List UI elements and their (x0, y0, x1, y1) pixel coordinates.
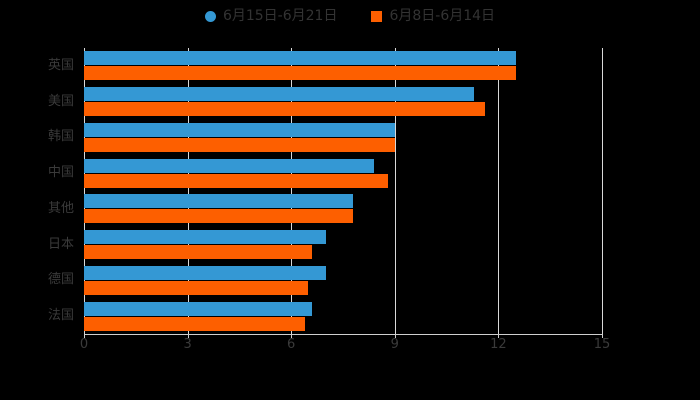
x-axis-tickmark (498, 334, 500, 338)
bar-group (84, 301, 602, 331)
y-axis-tick-label: 日本 (47, 236, 74, 252)
x-axis-line (84, 334, 603, 335)
y-axis-tick-label: 中国 (47, 165, 74, 181)
x-axis-tick-label: 12 (490, 337, 507, 352)
legend-label-series-0: 6月15日-6月21日 (222, 8, 338, 24)
gridline-x-15 (602, 48, 603, 334)
y-axis-tick-label: 法国 (47, 308, 74, 324)
y-axis-tick-label: 德国 (47, 272, 74, 288)
bar[interactable] (84, 194, 354, 209)
bar[interactable] (84, 280, 309, 295)
gridline-x-6 (291, 48, 293, 334)
plot-area (84, 48, 603, 334)
bar[interactable] (84, 158, 375, 173)
bar-group (84, 230, 602, 260)
bar[interactable] (84, 66, 516, 81)
gridline-x-12 (498, 48, 500, 334)
x-axis-tick-label: 6 (287, 337, 296, 352)
bar[interactable] (84, 122, 395, 137)
bar-group (84, 122, 602, 152)
y-axis-tick-label: 其他 (47, 200, 74, 216)
x-axis-tickmark (84, 334, 85, 338)
bar-group (84, 87, 602, 117)
x-axis-tick-label: 9 (390, 337, 399, 352)
bar[interactable] (84, 87, 475, 102)
bar[interactable] (84, 51, 516, 66)
bar[interactable] (84, 173, 388, 188)
legend-marker-square-icon (371, 10, 383, 22)
x-axis-tickmark (602, 334, 603, 338)
gridline-x-9 (394, 48, 396, 334)
bar-group (84, 51, 602, 81)
bar-group (84, 265, 602, 295)
legend-label-series-1: 6月8日-6月14日 (389, 8, 496, 24)
bar[interactable] (84, 102, 485, 117)
legend-marker-circle-icon (204, 10, 216, 22)
x-axis-tickmark (394, 334, 396, 338)
y-axis-tick-label: 英国 (47, 57, 74, 73)
legend-item-series-1[interactable]: 6月8日-6月14日 (371, 8, 495, 24)
bar[interactable] (84, 265, 326, 280)
bar[interactable] (84, 230, 326, 245)
bar-group (84, 194, 602, 224)
bar[interactable] (84, 316, 305, 331)
chart-legend: 6月15日-6月21日 6月8日-6月14日 (0, 8, 700, 24)
y-axis-tick-label: 美国 (47, 93, 74, 109)
bar[interactable] (84, 245, 312, 260)
bar[interactable] (84, 137, 395, 152)
x-axis-tick-label: 3 (183, 337, 192, 352)
x-axis-tick-label: 0 (79, 337, 89, 352)
x-axis-tickmark (187, 334, 189, 338)
y-axis-tick-label: 韩国 (47, 129, 74, 145)
bar-group (84, 158, 602, 188)
bar[interactable] (84, 301, 312, 316)
gridline-x-3 (187, 48, 189, 334)
x-axis-labels: 0 3 6 9 12 15 (0, 337, 700, 357)
x-axis-tickmark (291, 334, 293, 338)
legend-item-series-0[interactable]: 6月15日-6月21日 (204, 8, 338, 24)
bar[interactable] (84, 209, 354, 224)
x-axis-tick-label: 15 (593, 337, 611, 352)
gridline-x-0 (84, 48, 85, 334)
